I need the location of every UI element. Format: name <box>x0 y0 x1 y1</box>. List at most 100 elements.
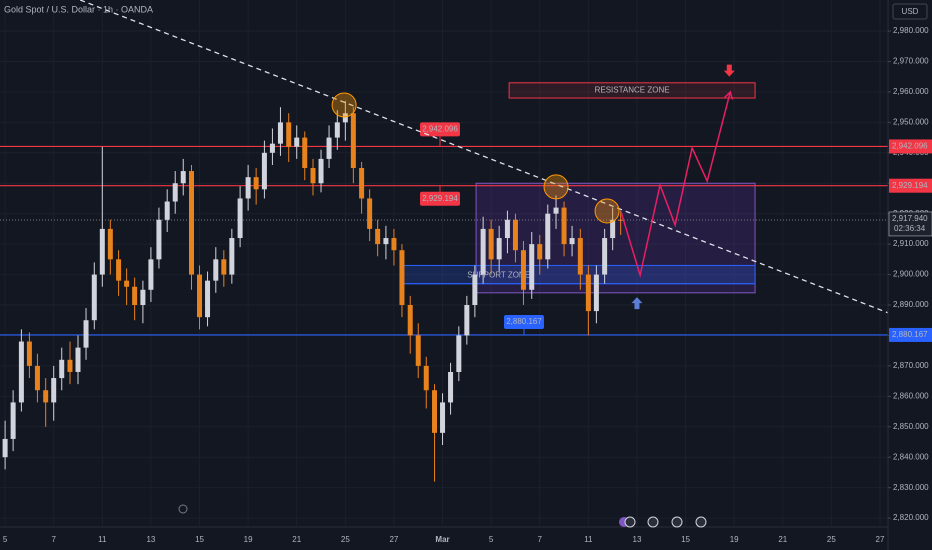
candle-body <box>359 168 365 199</box>
candle-body <box>488 228 494 260</box>
y-tick-label: 2,830.000 <box>893 483 929 492</box>
candle-body <box>577 238 583 275</box>
axis-level-label: 2,880.167 <box>892 330 928 339</box>
last-price-tag <box>888 211 932 237</box>
candle-body <box>124 280 130 287</box>
candle-body <box>197 274 203 318</box>
candle-body <box>172 183 178 202</box>
x-tick-label: Mar <box>435 535 449 544</box>
candle-body <box>610 219 616 239</box>
chart-title: Gold Spot / U.S. Dollar · 1h · OANDA <box>4 4 153 14</box>
x-tick-label: 27 <box>389 535 398 544</box>
candle-body <box>399 250 405 306</box>
candle-body <box>140 289 146 306</box>
x-tick-label: 7 <box>51 535 56 544</box>
candle-body <box>180 171 186 184</box>
candle-body <box>286 122 292 147</box>
candle-body <box>504 219 510 239</box>
candle-body <box>213 259 219 281</box>
event-icon[interactable] <box>624 516 636 528</box>
event-icon[interactable] <box>647 516 659 528</box>
candle-body <box>432 390 438 433</box>
candle-body <box>569 238 575 245</box>
axis-level-tag <box>889 327 932 342</box>
candle-body <box>537 244 543 260</box>
x-tick-label: 7 <box>538 535 543 544</box>
arrow <box>631 297 643 310</box>
y-tick-label: 2,970.000 <box>893 57 929 66</box>
candle-body <box>602 238 608 275</box>
candle-body <box>132 286 138 306</box>
candle-body <box>189 171 195 275</box>
candle-body <box>561 207 567 245</box>
candle-body <box>529 244 535 290</box>
candle-body <box>545 213 551 260</box>
projection-path <box>620 91 732 279</box>
grid <box>0 0 888 526</box>
y-tick-label: 2,960.000 <box>893 87 929 96</box>
candle-body <box>472 274 478 306</box>
countdown: 02:36:34 <box>894 224 926 233</box>
x-tick-label: 27 <box>876 535 885 544</box>
zone-label: SUPPORT ZONE <box>467 271 530 280</box>
x-tick-label: 11 <box>584 535 593 544</box>
candle-body <box>618 219 624 221</box>
candle-body <box>18 341 24 403</box>
candle-body <box>67 359 73 372</box>
candle-body <box>464 305 470 336</box>
y-tick-label: 2,860.000 <box>893 391 929 400</box>
candle-body <box>164 201 170 220</box>
x-tick-label: 5 <box>489 535 494 544</box>
candle-body <box>553 207 559 214</box>
event-icon[interactable] <box>178 504 188 514</box>
x-tick-label: 19 <box>244 535 253 544</box>
candle-body <box>116 259 122 281</box>
candle-body <box>261 152 267 190</box>
y-tick-label: 2,890.000 <box>893 300 929 309</box>
y-tick-label: 2,910.000 <box>893 239 929 248</box>
candle-body <box>75 347 81 372</box>
candle-body <box>277 122 283 144</box>
x-tick-label: 21 <box>292 535 301 544</box>
currency-box[interactable] <box>892 3 928 20</box>
candle-body <box>440 402 446 433</box>
candle-body <box>480 228 486 275</box>
candle-body <box>375 228 381 245</box>
axes: 2,820.000 2,830.000 2,840.000 2,850.000 2,86… <box>3 26 932 544</box>
plot-area: RESISTANCE ZONE SUPPORT ZONE 2,942.096 2,92… <box>0 0 888 482</box>
y-tick-label: 2,850.000 <box>893 422 929 431</box>
x-tick-label: 13 <box>146 535 155 544</box>
x-tick-label: 21 <box>778 535 787 544</box>
candle-body <box>2 438 8 458</box>
level-tag <box>420 122 460 137</box>
candle-body <box>83 320 89 348</box>
candle-body <box>585 274 591 312</box>
event-icon[interactable] <box>671 516 683 528</box>
candle-body <box>148 259 154 290</box>
axis-level-label: 2,942.096 <box>892 142 928 151</box>
candle-body <box>350 113 356 169</box>
candle-body <box>318 158 324 184</box>
candle-body <box>10 402 16 439</box>
last-price-label: 2,917.940 <box>892 214 928 223</box>
axis-level-tag <box>889 178 932 193</box>
touch-circle <box>331 92 357 118</box>
x-tick-label: 15 <box>681 535 690 544</box>
candle-body <box>99 228 105 275</box>
axis-level-tag <box>889 139 932 154</box>
candle-body <box>91 274 97 321</box>
candle-body <box>34 365 40 391</box>
y-tick-label: 2,870.000 <box>893 361 929 370</box>
candle-body <box>253 177 259 190</box>
candle-body <box>415 335 421 366</box>
y-tick-label: 2,820.000 <box>893 513 929 522</box>
candle-body <box>512 219 518 251</box>
candle-body <box>237 198 243 239</box>
candle-body <box>43 390 49 403</box>
currency-label[interactable]: USD <box>902 7 919 16</box>
candle-body <box>334 122 340 138</box>
touch-circle <box>543 174 569 200</box>
x-tick-label: 13 <box>633 535 642 544</box>
candle-body <box>407 305 413 336</box>
event-icon[interactable] <box>695 516 707 528</box>
